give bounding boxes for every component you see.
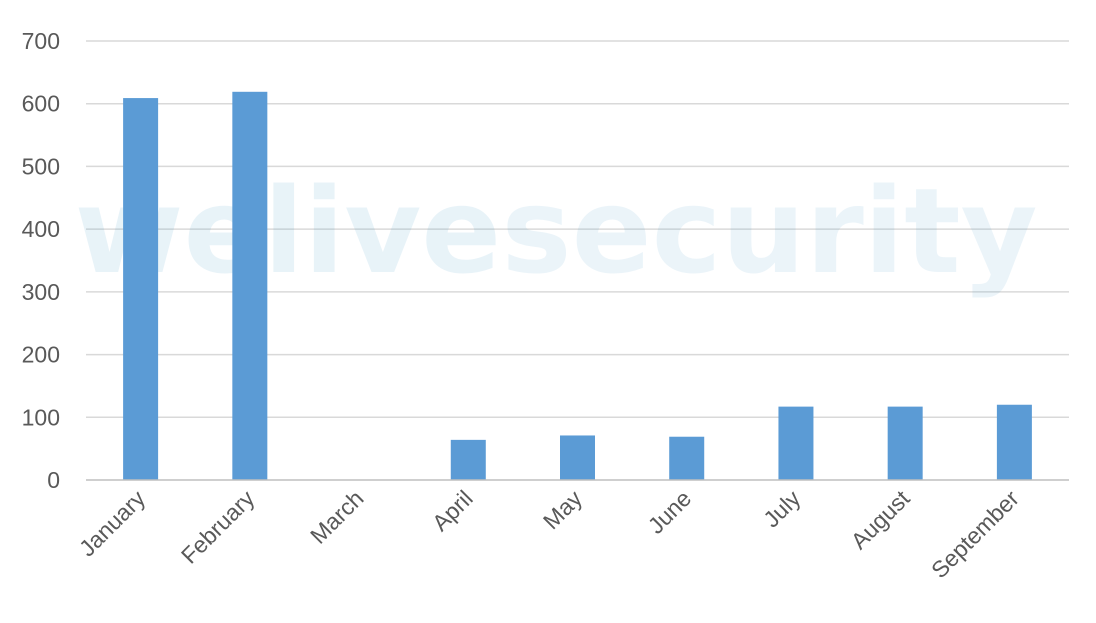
y-tick-label: 600: [22, 91, 60, 117]
y-tick-label: 0: [47, 467, 60, 493]
y-tick-label: 400: [22, 216, 60, 242]
x-tick-label: April: [427, 485, 478, 536]
bar-may: [560, 435, 595, 480]
x-tick-label: September: [926, 485, 1024, 583]
bar-june: [669, 436, 705, 480]
bars: [123, 91, 1032, 480]
x-tick-label: March: [305, 485, 369, 549]
bar-january: [123, 98, 159, 480]
bar-august: [887, 406, 923, 480]
y-tick-label: 100: [22, 404, 60, 430]
y-tick-label: 700: [22, 28, 60, 54]
bar-february: [232, 91, 268, 480]
x-tick-label: February: [176, 485, 260, 569]
x-tick-label: June: [643, 485, 697, 539]
x-tick-label: August: [846, 485, 915, 554]
x-tick-label: January: [74, 485, 151, 562]
y-tick-label: 300: [22, 279, 60, 305]
x-tick-label: July: [758, 485, 806, 533]
watermark-logo: welivesecurity: [74, 162, 1037, 300]
y-tick-label: 500: [22, 153, 60, 179]
x-tick-label: May: [538, 485, 587, 534]
y-tick-label: 200: [22, 342, 60, 368]
x-axis-tick-labels: January February March April May June July Augu…: [74, 485, 1024, 583]
watermark-text-light: security: [501, 162, 1037, 300]
bar-april: [450, 439, 486, 480]
bar-september: [996, 404, 1032, 480]
y-axis-tick-labels: 0 100 200 300 400 500 600 700: [22, 28, 60, 493]
bar-july: [778, 406, 814, 480]
